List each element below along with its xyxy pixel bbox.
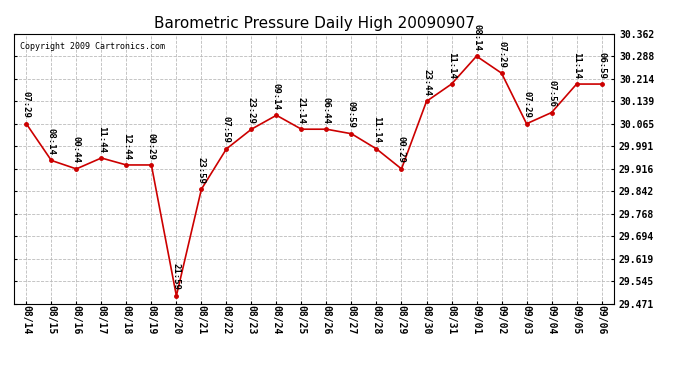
Text: 11:44: 11:44 <box>97 126 106 152</box>
Text: 07:29: 07:29 <box>22 92 31 118</box>
Text: 07:29: 07:29 <box>497 41 506 68</box>
Text: 08:14: 08:14 <box>472 24 481 51</box>
Text: 11:14: 11:14 <box>372 117 381 143</box>
Text: 23:29: 23:29 <box>247 97 256 124</box>
Text: 21:59: 21:59 <box>172 264 181 290</box>
Title: Barometric Pressure Daily High 20090907: Barometric Pressure Daily High 20090907 <box>153 16 475 31</box>
Text: 23:59: 23:59 <box>197 157 206 184</box>
Text: 11:14: 11:14 <box>447 52 456 78</box>
Text: 06:44: 06:44 <box>322 97 331 124</box>
Text: 00:29: 00:29 <box>397 136 406 164</box>
Text: 07:59: 07:59 <box>222 117 231 143</box>
Text: 00:29: 00:29 <box>147 132 156 159</box>
Text: 00:44: 00:44 <box>72 136 81 164</box>
Text: 06:59: 06:59 <box>597 52 606 78</box>
Text: 07:29: 07:29 <box>522 92 531 118</box>
Text: 09:14: 09:14 <box>272 83 281 110</box>
Text: 12:44: 12:44 <box>122 132 131 159</box>
Text: 07:56: 07:56 <box>547 80 556 107</box>
Text: 11:14: 11:14 <box>572 52 581 78</box>
Text: Copyright 2009 Cartronics.com: Copyright 2009 Cartronics.com <box>20 42 165 51</box>
Text: 21:14: 21:14 <box>297 97 306 124</box>
Text: 23:44: 23:44 <box>422 69 431 96</box>
Text: 08:14: 08:14 <box>47 128 56 155</box>
Text: 09:59: 09:59 <box>347 101 356 128</box>
